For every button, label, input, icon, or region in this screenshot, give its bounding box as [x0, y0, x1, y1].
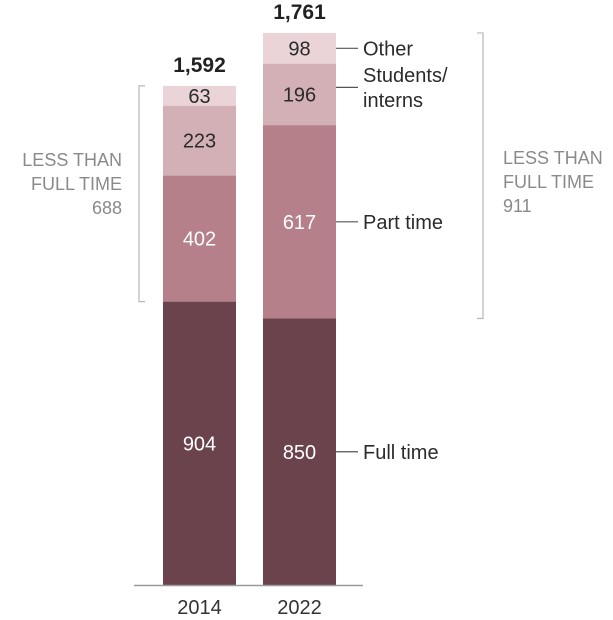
bracket-label-2022: LESS THAN FULL TIME 911: [503, 148, 603, 216]
x-tick-label-2022: 2022: [277, 597, 322, 619]
bracket-2022: [477, 32, 484, 320]
value-label-2022-students-interns: 196: [283, 84, 316, 106]
value-label-2022-other: 98: [288, 38, 310, 60]
bar-2022-part-time: [263, 125, 336, 319]
value-label-2014-full-time: 904: [183, 433, 216, 455]
value-label-2014-students-interns: 223: [183, 131, 216, 153]
x-tick-label-2014: 2014: [177, 597, 222, 619]
series-label-students-interns: Students/interns: [363, 65, 448, 112]
value-label-2022-full-time: 850: [283, 442, 316, 464]
bracket-2014: [138, 85, 145, 303]
bar-2022-full-time: [263, 318, 336, 585]
bracket-label-2014: LESS THAN FULL TIME 688: [22, 150, 122, 218]
bar-2014-other: [163, 85, 236, 106]
bar-2014-full-time: [163, 301, 236, 585]
value-label-2014-part-time: 402: [183, 229, 216, 251]
total-label-2014: 1,592: [173, 54, 226, 77]
total-label-2022: 1,761: [273, 1, 326, 24]
value-label-2022-part-time: 617: [283, 212, 316, 234]
bar-2014-students-interns: [163, 105, 236, 176]
series-label-other: Other: [363, 38, 413, 60]
bar-2022-students-interns: [263, 63, 336, 126]
bar-2022-other: [263, 32, 336, 64]
bar-2014-part-time: [163, 175, 236, 302]
series-label-full-time: Full time: [363, 442, 439, 464]
series-label-part-time: Part time: [363, 212, 443, 234]
value-label-2014-other: 63: [188, 86, 210, 108]
